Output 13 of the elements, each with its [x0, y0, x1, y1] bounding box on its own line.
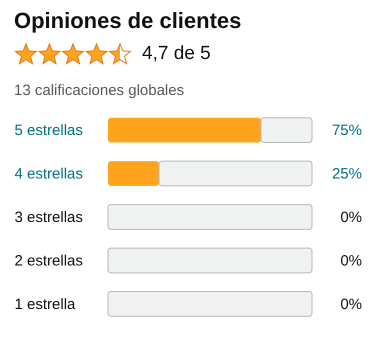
- data-label: 0%: [340, 252, 362, 270]
- chart-subtitle: 4,7 de 5: [142, 43, 211, 65]
- chart-title: Opiniones de clientes: [14, 8, 242, 34]
- data-label: 75%: [332, 122, 362, 140]
- y-tick-label: 1 estrella: [14, 296, 76, 313]
- y-tick-label: 5 estrellas: [14, 122, 83, 140]
- data-label: 0%: [340, 209, 362, 226]
- data-label: 25%: [332, 166, 362, 183]
- y-tick-label: 2 estrellas: [14, 252, 83, 270]
- y-tick-label: 3 estrellas: [14, 209, 83, 226]
- y-tick-label: 4 estrellas: [14, 166, 83, 183]
- data-label: 0%: [340, 296, 362, 313]
- text: 13 calificaciones globales: [14, 82, 186, 99]
